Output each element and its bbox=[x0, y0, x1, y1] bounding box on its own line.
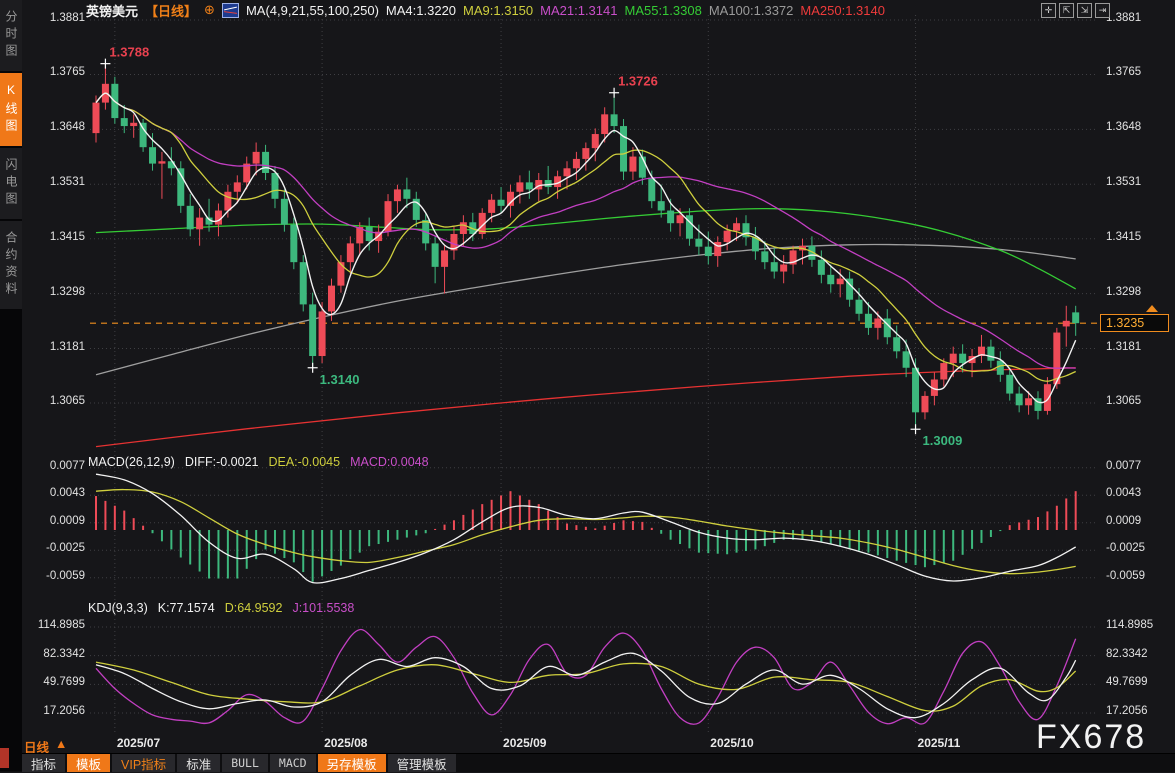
toolbar-standard-button[interactable]: 标准 bbox=[177, 754, 221, 772]
price-axis-tick: 1.3415 bbox=[1106, 230, 1142, 243]
sidebar-tab-kline[interactable]: K线图 bbox=[0, 73, 22, 146]
toolbar-save-template-button[interactable]: 另存模板 bbox=[317, 754, 386, 772]
toolbar-vip-indicators-button[interactable]: VIP指标 bbox=[112, 754, 176, 772]
price-up-arrow-icon bbox=[1146, 305, 1158, 312]
price-axis-tick: 1.3065 bbox=[1106, 394, 1142, 407]
x-axis-month-label: 2025/11 bbox=[917, 736, 961, 750]
kdj-axis-tick: 114.8985 bbox=[1106, 619, 1154, 631]
anchor-left-icon[interactable]: ⇱ bbox=[1059, 3, 1074, 18]
macd-axis-tick: -0.0025 bbox=[1106, 542, 1146, 555]
macd-axis-tick: 0.0009 bbox=[49, 514, 85, 527]
price-axis-tick: 1.3181 bbox=[49, 340, 85, 353]
kdj-axis-tick: 82.3342 bbox=[43, 647, 85, 660]
sidebar-tab-timeline[interactable]: 分时图 bbox=[0, 0, 22, 71]
x-axis-month-label: 2025/10 bbox=[710, 736, 754, 750]
toolbar-indicators-button[interactable]: 指标 bbox=[22, 754, 66, 772]
kdj-axis-tick: 17.2056 bbox=[43, 704, 85, 717]
price-axis-tick: 1.3298 bbox=[49, 285, 85, 298]
ma9-value: MA9:1.3150 bbox=[463, 2, 534, 18]
shift-right-icon[interactable]: ⇥ bbox=[1095, 3, 1110, 18]
macd-axis-tick: 0.0043 bbox=[49, 487, 85, 500]
x-axis-month-label: 2025/08 bbox=[324, 736, 368, 750]
bottom-toolbar: 指标 模板 VIP指标 标准 BULL MACD 另存模板 管理模板 bbox=[0, 753, 1175, 772]
ma55-value: MA55:1.3308 bbox=[624, 2, 702, 18]
toolbar-bull-button[interactable]: BULL bbox=[222, 754, 268, 772]
kdj-legend: KDJ(9,3,3) K:77.1574 D:64.9592 J:101.553… bbox=[88, 601, 354, 615]
macd-axis-tick: -0.0025 bbox=[45, 542, 85, 555]
ma4-value: MA4:1.3220 bbox=[385, 2, 457, 18]
price-axis-tick: 1.3881 bbox=[49, 12, 85, 24]
svg-text:1.3726: 1.3726 bbox=[618, 74, 658, 89]
price-axis-tick: 1.3765 bbox=[49, 66, 85, 79]
move-chart-icon[interactable]: ✛ bbox=[1041, 3, 1056, 18]
price-axis-tick: 1.3065 bbox=[49, 394, 85, 407]
ma250-value: MA250:1.3140 bbox=[800, 2, 885, 18]
period-selector[interactable]: 日线 ▲ bbox=[24, 737, 67, 756]
macd-axis-tick: 0.0009 bbox=[1106, 514, 1142, 527]
price-axis-tick: 1.3531 bbox=[1106, 176, 1142, 189]
toolbar-manage-template-button[interactable]: 管理模板 bbox=[387, 754, 456, 772]
macd-dea-value: DEA:-0.0045 bbox=[268, 455, 341, 469]
kdj-axis-tick: 82.3342 bbox=[1106, 647, 1148, 660]
price-axis-tick: 1.3881 bbox=[1106, 12, 1142, 24]
toolbar-template-button[interactable]: 模板 bbox=[67, 754, 111, 772]
macd-axis-tick: 0.0077 bbox=[1106, 459, 1142, 472]
price-axis-tick: 1.3181 bbox=[1106, 340, 1142, 353]
kdj-j-value: J:101.5538 bbox=[292, 601, 355, 615]
kdj-k-value: K:77.1574 bbox=[157, 601, 215, 615]
macd-axis-tick: -0.0059 bbox=[45, 569, 85, 582]
ma100-value: MA100:1.3372 bbox=[708, 2, 794, 18]
macd-diff-value: DIFF:-0.0021 bbox=[184, 455, 259, 469]
svg-text:1.3140: 1.3140 bbox=[320, 372, 360, 387]
svg-text:1.3009: 1.3009 bbox=[923, 433, 963, 448]
svg-text:1.3788: 1.3788 bbox=[109, 45, 149, 60]
x-axis-month-label: 2025/07 bbox=[116, 736, 161, 750]
sidebar: 分时图 K线图 闪电图 合约资料 bbox=[0, 0, 22, 771]
add-indicator-icon[interactable]: ⊕ bbox=[204, 2, 215, 17]
price-axis-tick: 1.3648 bbox=[49, 121, 85, 134]
kdj-axis-tick: 17.2056 bbox=[1106, 704, 1148, 717]
sidebar-tab-label: K线图 bbox=[4, 83, 18, 136]
sidebar-tab-lightning[interactable]: 闪电图 bbox=[0, 148, 22, 219]
price-axis-tick: 1.3298 bbox=[1106, 285, 1142, 298]
macd-legend: MACD(26,12,9) DIFF:-0.0021 DEA:-0.0045 M… bbox=[88, 455, 429, 469]
chevron-up-icon: ▲ bbox=[55, 737, 68, 751]
price-axis-tick: 1.3648 bbox=[1106, 121, 1142, 134]
kdj-axis-tick: 49.7699 bbox=[1106, 676, 1148, 689]
sidebar-tab-contract-info[interactable]: 合约资料 bbox=[0, 221, 22, 309]
price-axis-tick: 1.3531 bbox=[49, 176, 85, 189]
price-axis-tick: 1.3765 bbox=[1106, 66, 1142, 79]
corner-badge bbox=[0, 748, 9, 768]
sidebar-tab-label: 合约资料 bbox=[4, 231, 18, 299]
watermark-logo: FX678 bbox=[1036, 718, 1147, 756]
mini-chart-icon[interactable] bbox=[221, 2, 239, 18]
toolbar-macd-button[interactable]: MACD bbox=[269, 754, 316, 772]
x-axis-month-label: 2025/09 bbox=[503, 736, 547, 750]
macd-macd-value: MACD:0.0048 bbox=[350, 455, 429, 469]
kdj-title: KDJ(9,3,3) bbox=[88, 601, 148, 615]
macd-axis-tick: -0.0059 bbox=[1106, 569, 1146, 582]
anchor-right-icon[interactable]: ⇲ bbox=[1077, 3, 1092, 18]
period-tag: 【日线】 bbox=[145, 3, 198, 19]
kdj-d-value: D:64.9592 bbox=[224, 601, 283, 615]
ma21-value: MA21:1.3141 bbox=[540, 2, 618, 18]
chart-header: 英镑美元 【日线】 ⊕ MA(4,9,21,55,100,250) MA4:1.… bbox=[86, 0, 885, 20]
kdj-axis-tick: 49.7699 bbox=[43, 676, 85, 689]
symbol-title: 英镑美元 bbox=[86, 3, 139, 19]
period-label: 日线 bbox=[24, 741, 50, 755]
chart-window-controls: ✛ ⇱ ⇲ ⇥ bbox=[1041, 3, 1110, 18]
sidebar-tab-label: 闪电图 bbox=[4, 158, 18, 209]
kdj-axis-tick: 114.8985 bbox=[37, 619, 85, 631]
macd-axis-tick: 0.0077 bbox=[49, 459, 85, 472]
chart-canvas[interactable]: 1.3788 1.3726 1.3140 1.3009 bbox=[90, 10, 1098, 735]
macd-title: MACD(26,12,9) bbox=[88, 455, 175, 469]
macd-axis-tick: 0.0043 bbox=[1106, 487, 1142, 500]
current-price-tag: 1.3235 bbox=[1100, 314, 1169, 332]
ma-group-label: MA(4,9,21,55,100,250) bbox=[245, 2, 379, 18]
sidebar-tab-label: 分时图 bbox=[4, 10, 18, 61]
price-axis-tick: 1.3415 bbox=[49, 230, 85, 243]
